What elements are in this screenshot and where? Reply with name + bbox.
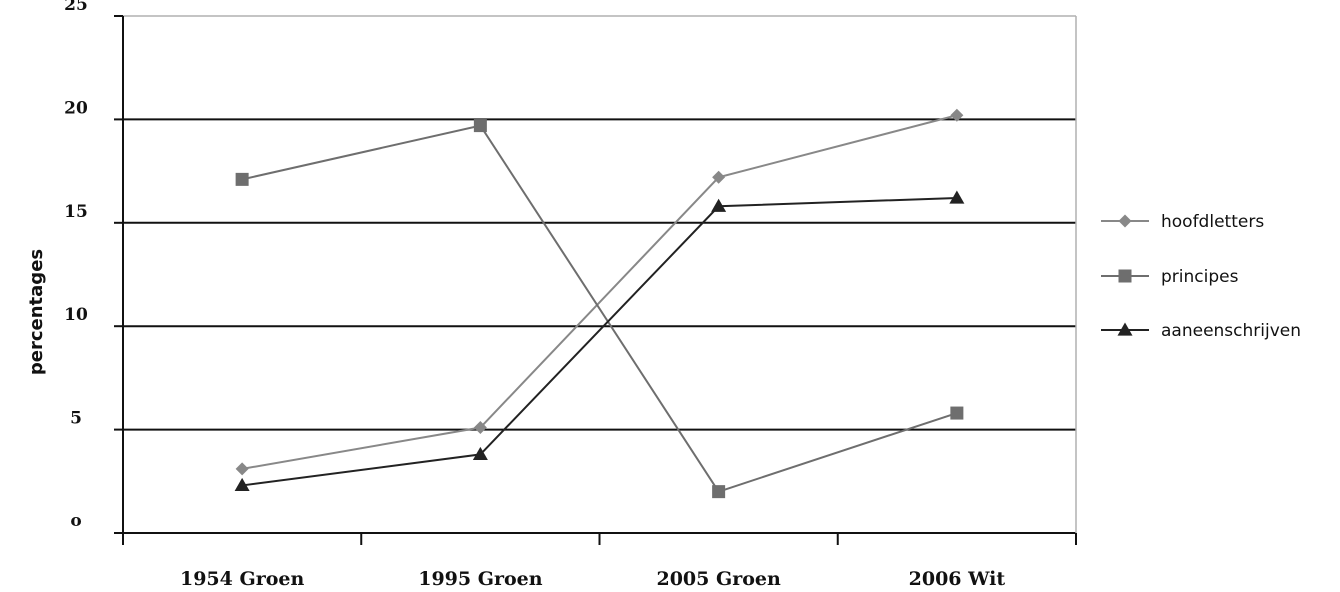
y-tick-label: 15 bbox=[64, 202, 88, 222]
series-aaneenschrijven bbox=[234, 190, 965, 492]
legend-label: hoofdletters bbox=[1161, 212, 1264, 232]
data-point-principes bbox=[473, 119, 487, 133]
legend-label: principes bbox=[1161, 267, 1239, 287]
legend-item-principes: principes bbox=[1101, 267, 1239, 287]
legend-marker bbox=[1118, 214, 1132, 228]
x-tick-label: 1995 Groen bbox=[418, 568, 542, 590]
x-axis-ticks: 1954 Groen 1995 Groen 2005 Groen 2006 Wit bbox=[122, 533, 1077, 590]
data-point-aaneenschrijven bbox=[711, 198, 727, 212]
x-tick-label: 2006 Wit bbox=[909, 568, 1006, 590]
legend-item-aaneenschrijven: aaneenschrijven bbox=[1101, 321, 1301, 341]
legend-item-hoofdletters: hoofdletters bbox=[1101, 212, 1264, 232]
data-point-hoofdletters bbox=[712, 170, 726, 184]
data-point-principes bbox=[950, 406, 964, 420]
y-axis-ticks: o 5 10 15 20 25 bbox=[64, 0, 123, 534]
axes bbox=[122, 16, 1077, 534]
legend-marker bbox=[1118, 269, 1132, 283]
data-point-aaneenschrijven bbox=[949, 190, 965, 204]
data-point-aaneenschrijven bbox=[234, 477, 250, 492]
x-tick-label: 1954 Groen bbox=[180, 568, 304, 590]
gridlines bbox=[123, 15, 1076, 431]
series-line-aaneenschrijven bbox=[241, 196, 957, 487]
series-hoofdletters bbox=[235, 108, 964, 476]
y-tick-label: 25 bbox=[64, 0, 88, 15]
data-point-hoofdletters bbox=[950, 108, 964, 122]
legend-marker bbox=[1117, 322, 1133, 336]
series-principes bbox=[235, 119, 964, 499]
y-axis-label: percentages bbox=[26, 249, 47, 375]
series-group bbox=[234, 108, 965, 499]
data-point-hoofdletters bbox=[235, 462, 249, 476]
y-tick-label: 5 bbox=[70, 409, 82, 429]
y-tick-label: 20 bbox=[64, 98, 88, 118]
y-tick-label: o bbox=[70, 511, 81, 531]
data-point-aaneenschrijven bbox=[472, 446, 488, 461]
series-line-hoofdletters bbox=[241, 114, 958, 470]
data-point-principes bbox=[235, 172, 249, 186]
y-tick-label: 10 bbox=[64, 305, 88, 325]
series-line-principes bbox=[241, 124, 958, 493]
legend: hoofdletters principes aaneenschrijven bbox=[1101, 212, 1301, 341]
data-point-principes bbox=[712, 485, 726, 499]
data-point-hoofdletters bbox=[473, 421, 487, 435]
legend-label: aaneenschrijven bbox=[1161, 321, 1301, 341]
x-tick-label: 2005 Groen bbox=[656, 568, 780, 590]
